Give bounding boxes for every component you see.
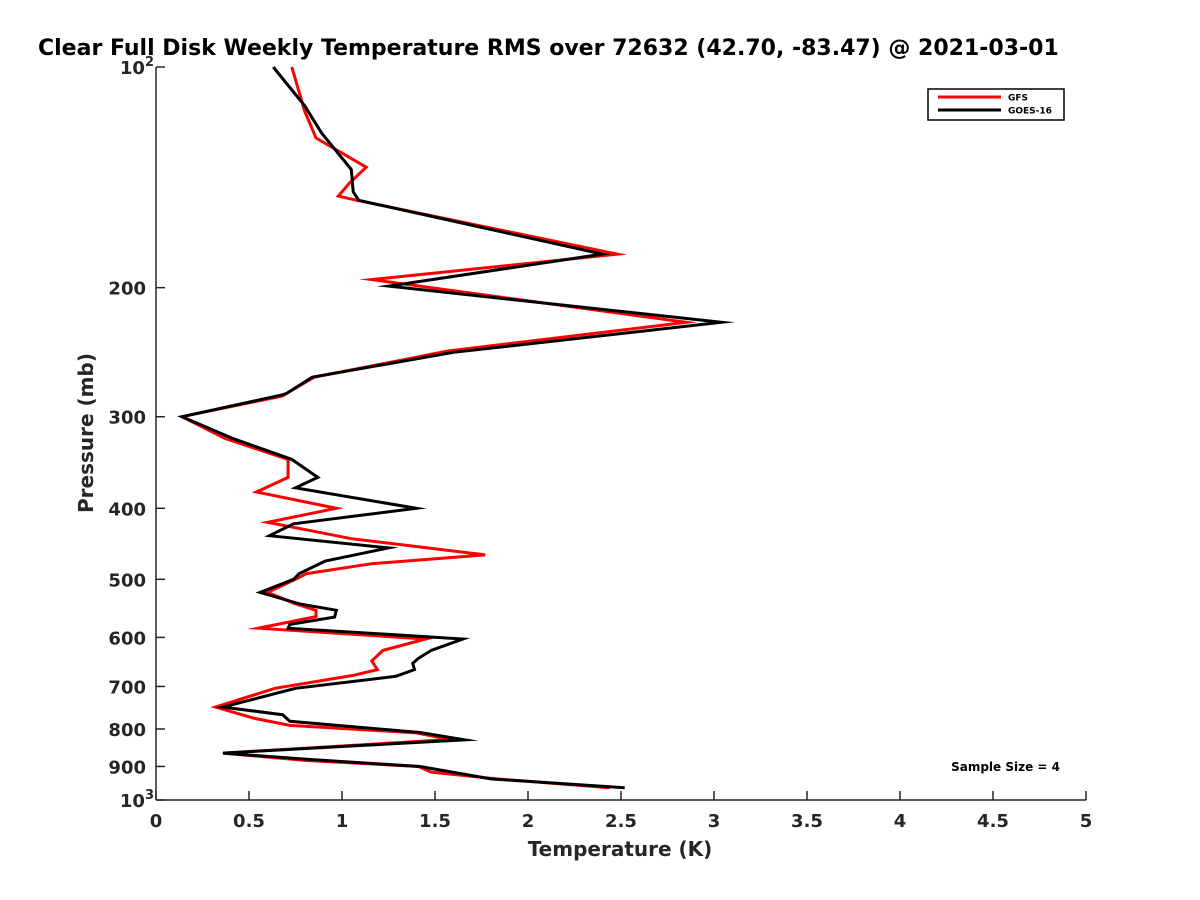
x-tick-label: 1.5: [419, 811, 451, 832]
x-tick-label: 5: [1080, 811, 1093, 832]
x-tick-label: 4: [894, 811, 907, 832]
legend: GFS GOES-16: [927, 88, 1065, 121]
x-tick-label: 1: [336, 811, 349, 832]
x-tick-label: 2.5: [605, 811, 637, 832]
x-tick-label: 3.5: [791, 811, 823, 832]
y-tick-label: 500: [108, 570, 146, 591]
x-tick-label: 2: [522, 811, 535, 832]
y-tick-label: 300: [108, 408, 146, 429]
sample-size-annotation: Sample Size = 4: [951, 760, 1060, 774]
x-axis-title: Temperature (K): [528, 837, 713, 861]
chart-title: Clear Full Disk Weekly Temperature RMS o…: [38, 36, 1059, 61]
plot-area: 0 0.5 1 1.5 2 2.5 3 3.5 4 4.5 5 102 200 300 400 500 600 7…: [108, 55, 1092, 832]
y-tick-label: 700: [108, 677, 146, 698]
y-tick-label: 800: [108, 720, 146, 741]
x-tick-label: 0.5: [233, 811, 265, 832]
y-tick-label: 102: [120, 55, 154, 79]
y-tick-label: 200: [108, 279, 146, 300]
y-axis-title: Pressure (mb): [74, 353, 98, 513]
series-line-gfs: [177, 66, 698, 790]
y-tick-label: 600: [108, 628, 146, 649]
x-tick-label: 4.5: [977, 811, 1009, 832]
y-tick-label: 103: [120, 788, 154, 812]
legend-label-goes-16: GOES-16: [1008, 107, 1052, 117]
y-tick-label: 900: [108, 757, 146, 778]
legend-label-gfs: GFS: [1008, 94, 1028, 104]
y-tick-label: 400: [108, 499, 146, 520]
series-line-goes-16: [177, 66, 736, 790]
x-tick-label: 3: [708, 811, 721, 832]
x-tick-label: 0: [150, 811, 163, 832]
legend-box: [927, 88, 1065, 121]
